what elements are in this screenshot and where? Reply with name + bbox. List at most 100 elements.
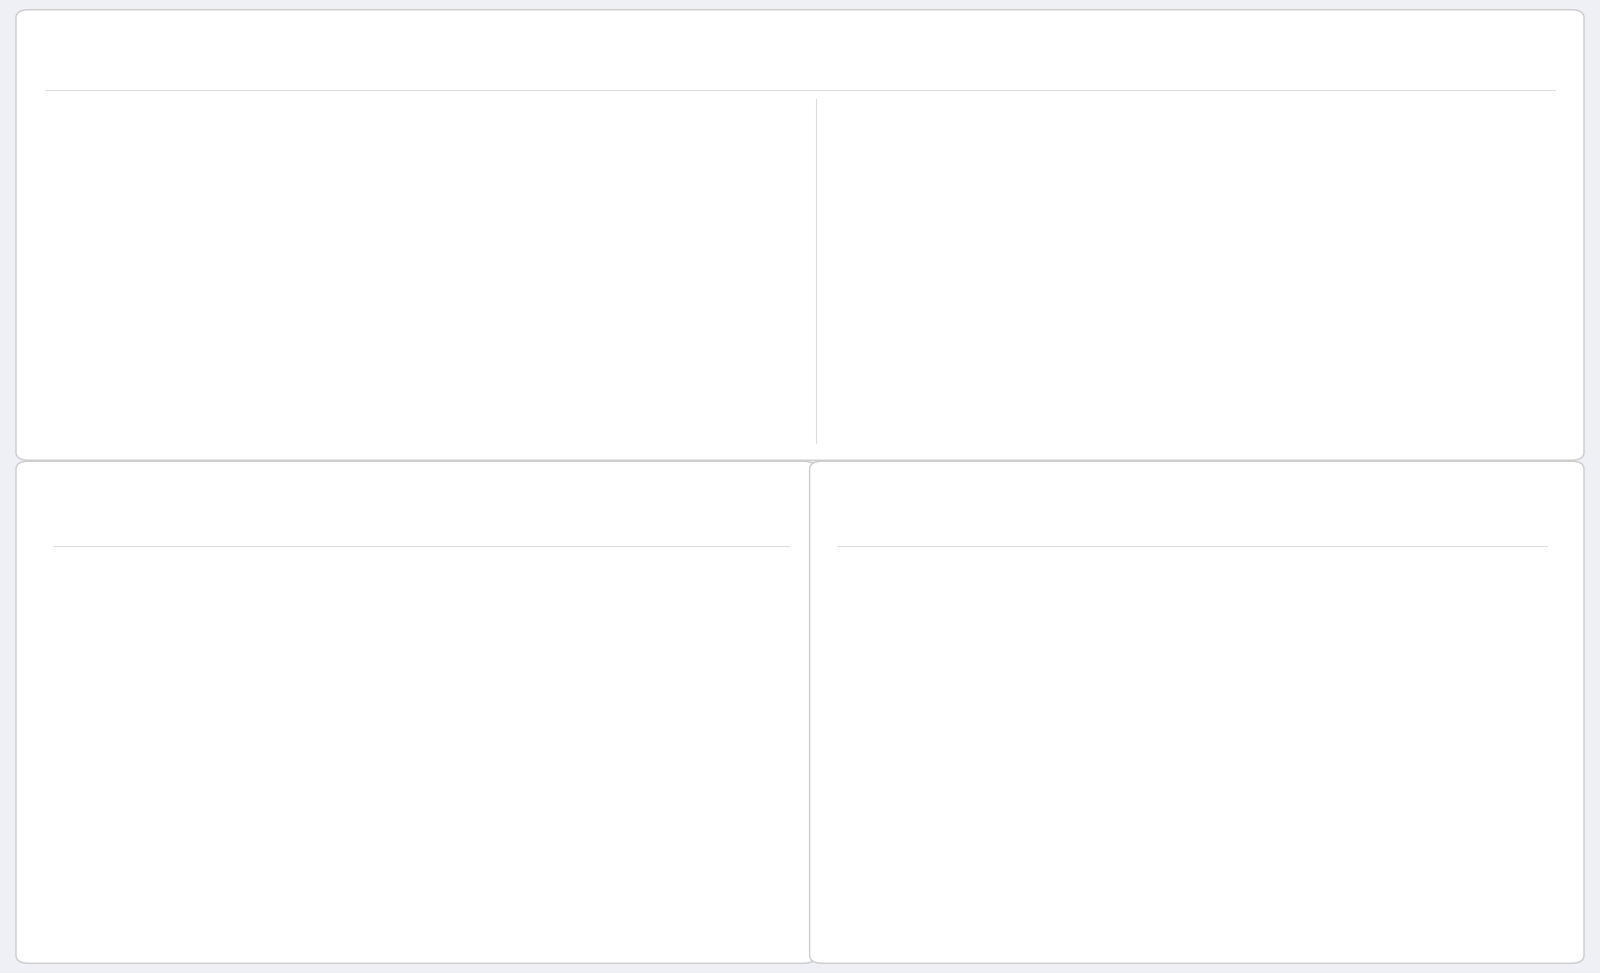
Text: Low: Low — [1187, 120, 1216, 133]
Bar — [1280, 177, 1451, 227]
Bar — [754, 264, 792, 313]
Text: Income Level: Income Level — [850, 118, 982, 135]
Text: University or College: University or College — [882, 859, 1034, 875]
Bar — [445, 584, 789, 612]
Text: Middle: Middle — [1314, 120, 1360, 133]
Bar — [342, 691, 413, 719]
Bar — [342, 584, 422, 612]
Bar — [1507, 739, 1547, 765]
Bar — [1280, 264, 1451, 313]
Bar — [275, 264, 398, 313]
Bar — [230, 177, 275, 227]
Text: i: i — [1112, 504, 1115, 519]
Text: Households: Households — [54, 47, 210, 70]
Bar — [405, 850, 422, 879]
Text: Unemployed: Unemployed — [94, 644, 186, 659]
Bar — [440, 797, 789, 826]
Text: Full-time work: Full-time work — [94, 591, 197, 605]
Bar — [1061, 672, 1277, 698]
Text: None completed: None completed — [882, 934, 1002, 950]
Text: ↑  Export: ↑ Export — [1437, 505, 1499, 518]
Text: vrbo.com: vrbo.com — [877, 677, 944, 693]
Text: Student: Student — [94, 857, 152, 872]
Text: vrbo.com: vrbo.com — [94, 280, 162, 296]
Bar — [405, 349, 646, 399]
Bar — [387, 177, 635, 227]
Text: High: High — [1440, 120, 1472, 133]
Bar — [1277, 672, 1507, 698]
Bar — [454, 744, 789, 773]
Bar — [413, 691, 435, 719]
Text: Business owner: Business owner — [94, 804, 208, 819]
Text: i: i — [360, 504, 365, 519]
Text: airbnb.com: airbnb.com — [94, 195, 178, 210]
Bar — [275, 177, 387, 227]
Text: airbnb.com: airbnb.com — [882, 195, 965, 210]
Bar — [1035, 739, 1061, 765]
Text: 2: 2 — [454, 120, 464, 133]
Bar — [432, 744, 454, 773]
Bar — [435, 691, 789, 719]
Bar — [53, 853, 74, 878]
Bar — [422, 850, 789, 879]
Text: 3–4: 3–4 — [542, 120, 566, 133]
Bar — [1062, 264, 1280, 313]
Bar — [418, 797, 440, 826]
Bar — [646, 264, 754, 313]
Text: 1: 1 — [368, 120, 378, 133]
Text: Size: Size — [59, 118, 102, 135]
Text: Employment Status: Employment Status — [53, 502, 251, 521]
Text: 7+: 7+ — [715, 120, 736, 133]
Text: booking.com: booking.com — [882, 367, 976, 381]
Bar — [635, 177, 742, 227]
Bar — [1507, 605, 1547, 631]
Bar — [280, 349, 405, 399]
Bar — [398, 264, 646, 313]
Text: ↑  Export to PNG: ↑ Export to PNG — [1408, 52, 1520, 65]
Bar — [53, 746, 74, 771]
Text: Part-time work: Part-time work — [94, 698, 202, 712]
Bar — [53, 800, 74, 824]
Bar — [422, 584, 445, 612]
Bar — [445, 904, 789, 932]
Bar — [1035, 672, 1061, 698]
Text: ↑  Export: ↑ Export — [675, 505, 738, 518]
Bar — [1451, 177, 1549, 227]
Bar — [53, 587, 74, 611]
Bar — [342, 797, 418, 826]
Bar — [230, 264, 275, 313]
Text: airbnb.com: airbnb.com — [877, 610, 958, 626]
Bar — [747, 349, 792, 399]
Text: Retired: Retired — [94, 911, 146, 925]
Bar — [1062, 177, 1280, 227]
Text: i: i — [166, 51, 171, 66]
Bar — [422, 904, 445, 932]
Bar — [418, 637, 440, 666]
Bar — [742, 177, 792, 227]
Bar — [342, 904, 422, 932]
Bar — [53, 693, 74, 717]
Bar — [1277, 605, 1507, 631]
Bar — [1451, 349, 1549, 399]
Bar — [342, 744, 432, 773]
Bar — [1507, 672, 1547, 698]
Text: booking.com: booking.com — [877, 744, 970, 760]
Text: 5–6: 5–6 — [629, 120, 653, 133]
Bar — [342, 637, 418, 666]
Text: Postgraduate: Postgraduate — [882, 822, 979, 837]
Bar — [53, 639, 74, 665]
Text: Homemaker: Homemaker — [94, 750, 182, 766]
Text: Education Level: Education Level — [837, 502, 997, 521]
Bar — [1035, 605, 1061, 631]
Text: vrbo.com: vrbo.com — [882, 280, 950, 296]
Text: Compulsory or High school: Compulsory or High school — [882, 897, 1078, 912]
Bar — [1061, 739, 1277, 765]
Bar — [230, 349, 280, 399]
Bar — [1451, 264, 1549, 313]
Bar — [53, 906, 74, 931]
Text: booking.com: booking.com — [94, 367, 189, 381]
Bar — [1291, 349, 1451, 399]
Bar — [342, 850, 405, 879]
Bar — [440, 637, 789, 666]
Bar — [1062, 349, 1291, 399]
